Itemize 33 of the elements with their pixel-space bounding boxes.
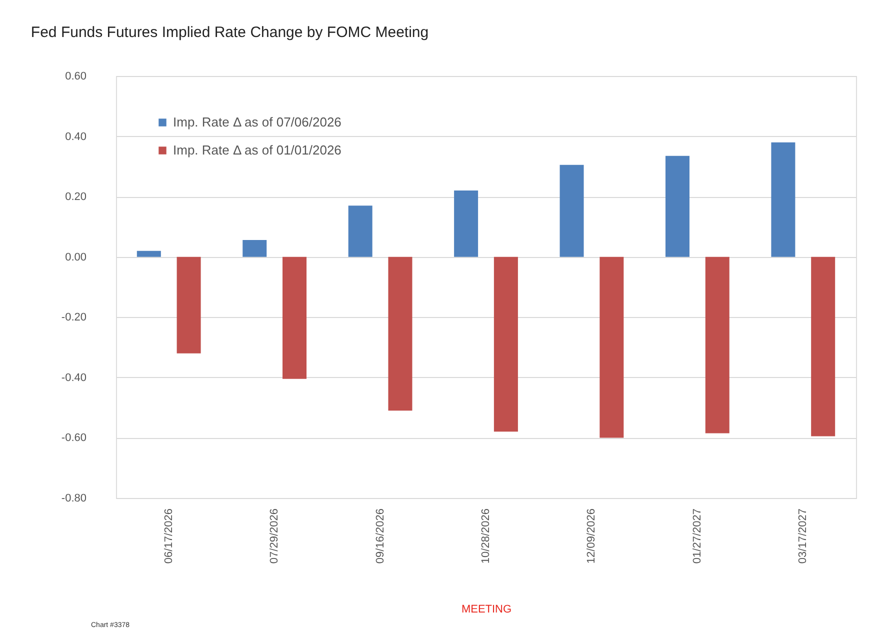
x-axis-title: MEETING [461,604,512,616]
bar [136,250,161,257]
y-tick-label: 0.00 [65,251,86,264]
x-tick-label: 03/17/2027 [797,508,810,564]
y-tick-label: 0.40 [65,130,86,143]
x-tick-label: 07/29/2026 [268,508,281,564]
y-tick-label: -0.60 [61,432,86,444]
legend-label: Imp. Rate Δ as of 01/01/2026 [173,142,342,158]
bar [665,156,690,257]
bar [771,142,796,257]
y-tick-label: 0.60 [65,70,86,82]
bar [454,190,478,257]
x-tick-label: 09/16/2026 [374,508,386,564]
y-tick-label: -0.20 [61,312,86,324]
bar [388,256,412,411]
bar [705,256,730,434]
x-tick-label: 01/27/2027 [691,508,704,564]
bar [560,164,584,257]
y-tick-label: -0.80 [61,492,86,504]
bar [282,256,307,379]
x-tick-label: 06/17/2026 [162,508,175,564]
x-tick-label: 10/28/2026 [480,508,492,564]
x-tick-label: 12/09/2026 [586,508,598,564]
bar [811,256,836,436]
bar [176,256,201,354]
y-tick-label: -0.40 [61,372,86,384]
bar [494,256,518,432]
y-tick-label: 0.20 [65,191,86,204]
bar [600,256,624,438]
legend-label: Imp. Rate Δ as of 07/06/2026 [173,114,342,130]
chart-title: Fed Funds Futures Implied Rate Change by FOMC Meeting [30,24,429,41]
bar [348,206,372,257]
bar [242,240,267,257]
